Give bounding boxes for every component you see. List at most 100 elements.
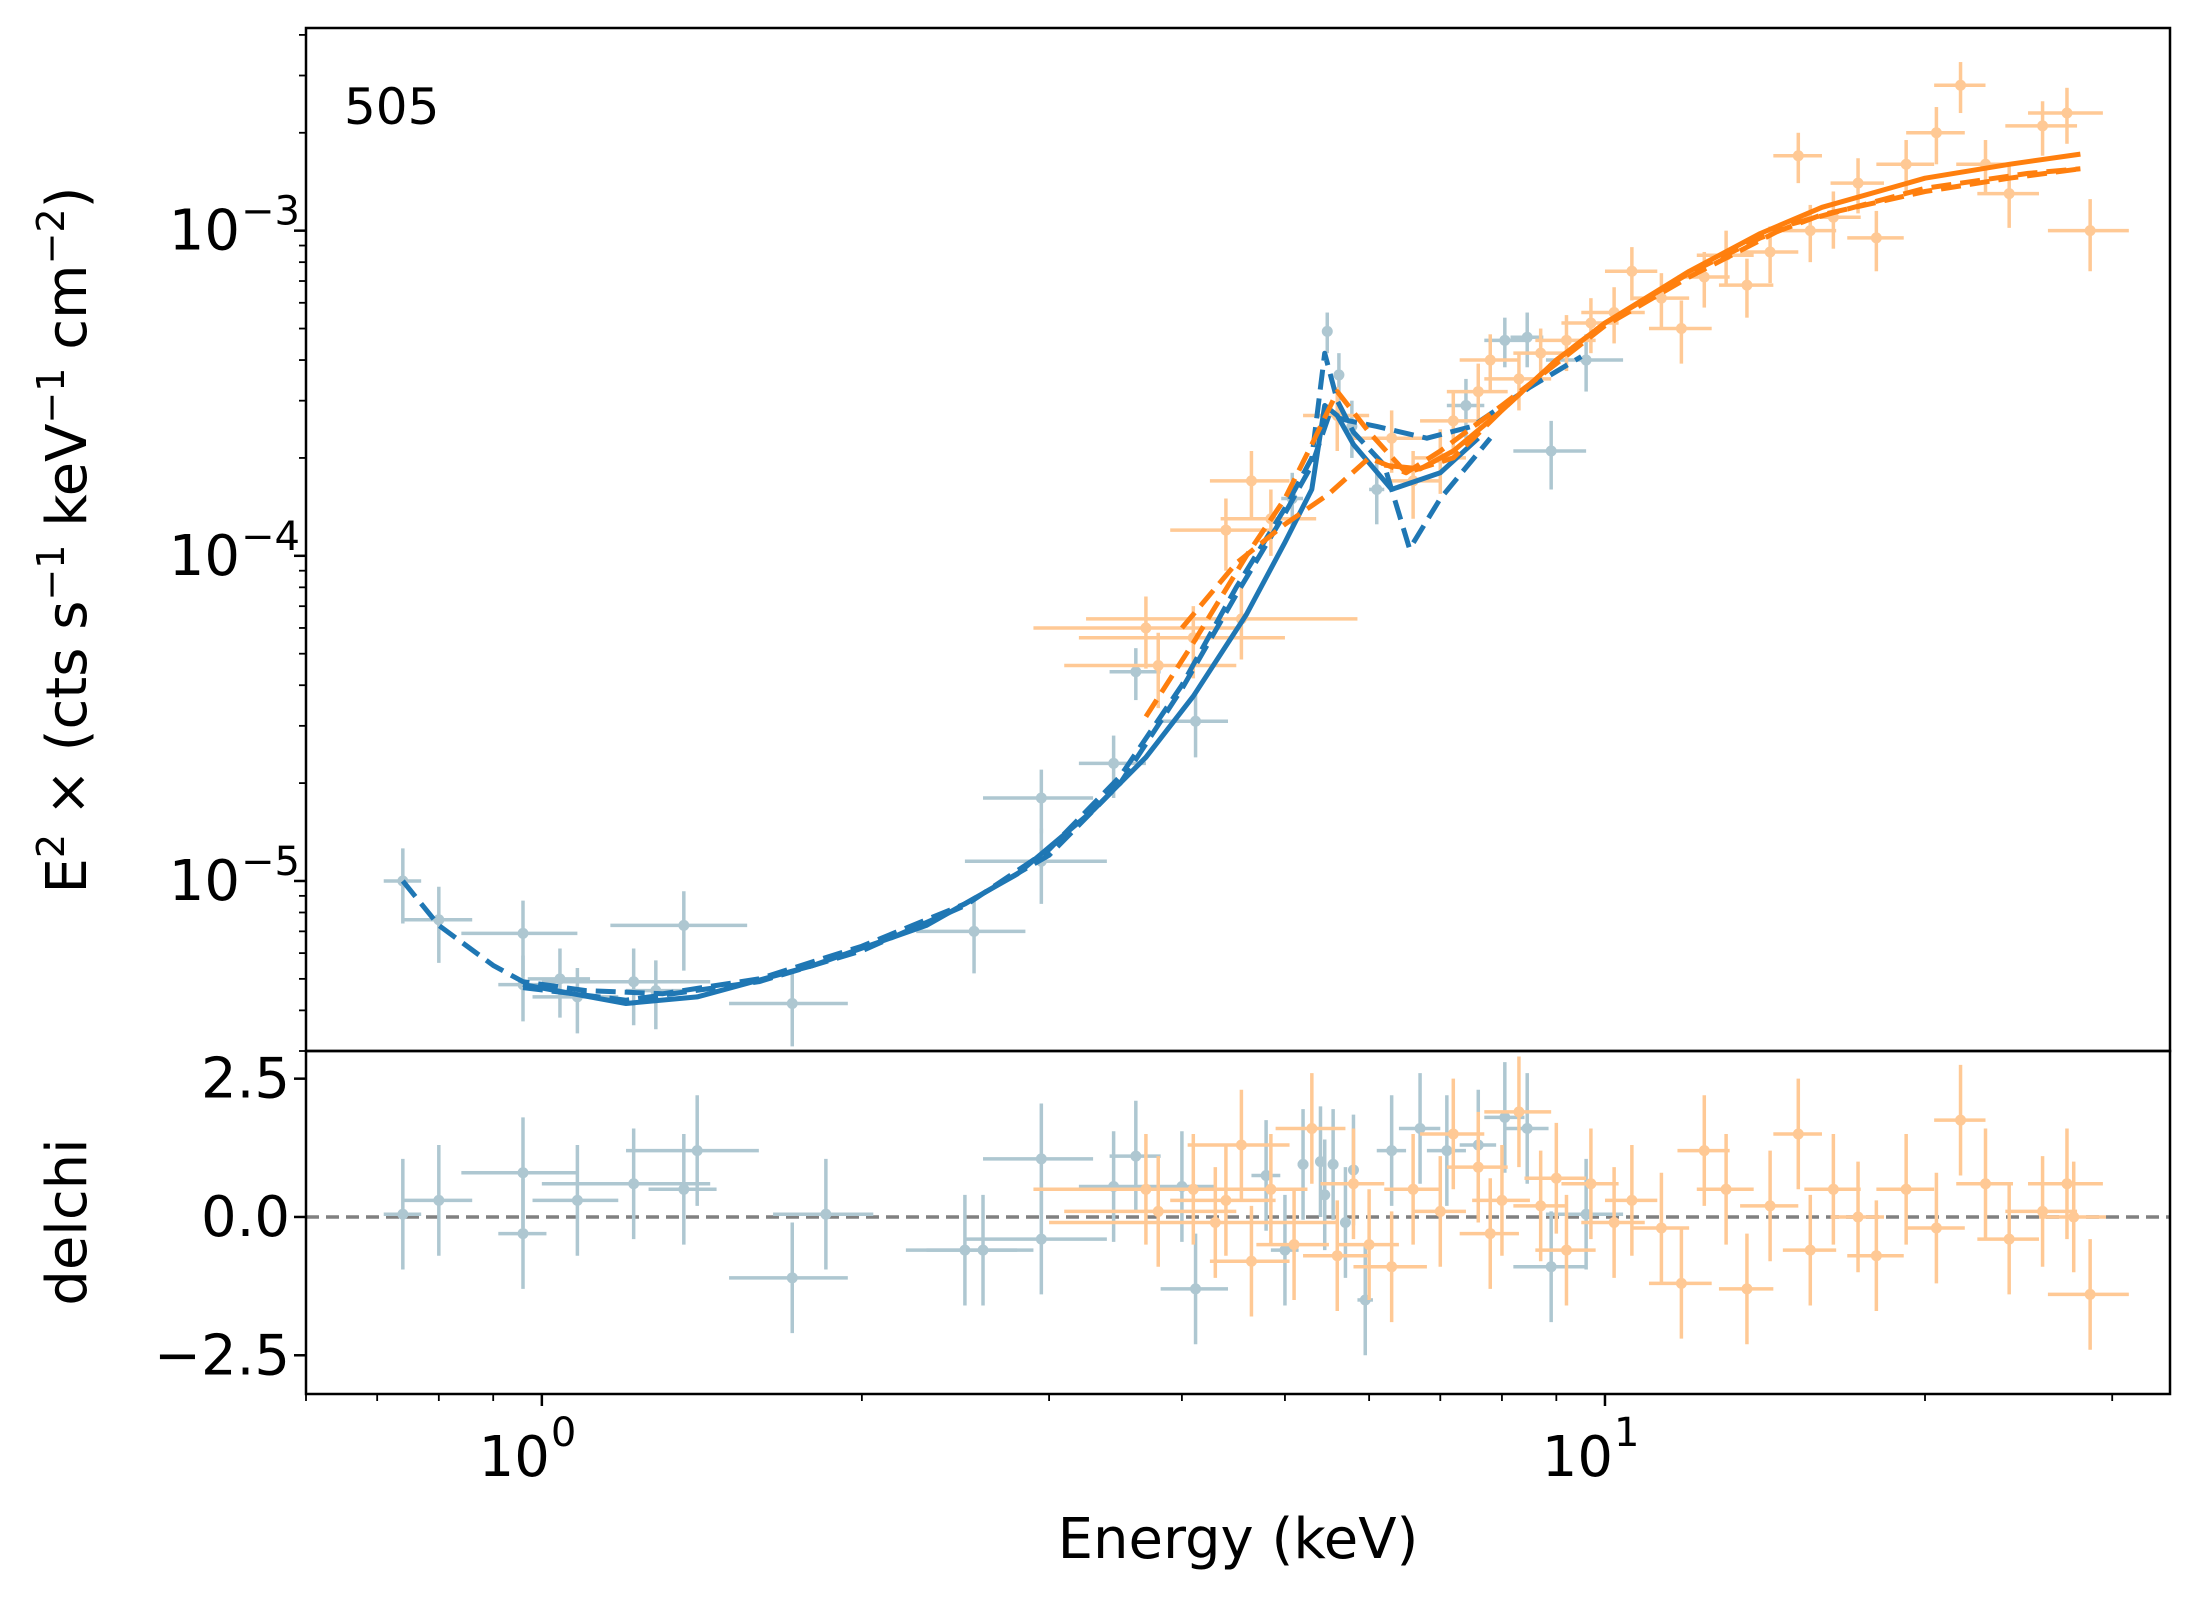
spectrum-y-label-part: −1: [29, 368, 73, 424]
residual-data-orange-point: [1275, 1073, 1346, 1184]
residual-data-orange-marker: [1386, 1261, 1398, 1273]
residual-y-tick-label: −2.5: [154, 1323, 290, 1388]
residual-data-orange-marker: [1792, 1128, 1804, 1140]
residual-data-orange-marker: [1447, 1128, 1459, 1140]
spectrum-data-blue-point: [1513, 420, 1587, 490]
residual-data-orange-point: [1876, 1133, 1935, 1245]
residual-data-orange-point: [1209, 1205, 1290, 1317]
spectrum-data-orange-point: [2047, 199, 2129, 272]
spectrum-data-orange-point: [1604, 247, 1658, 301]
residual-data-blue-point: [926, 1194, 1034, 1306]
residual-data-orange-marker: [1513, 1106, 1525, 1118]
residual-data-blue-point: [1398, 1073, 1441, 1184]
residual-data-orange-marker: [1363, 1239, 1375, 1251]
orange-model-curve: [1384, 151, 2081, 472]
spectrum-data-blue-point: [610, 891, 748, 971]
residual-data-orange-marker: [1827, 1183, 1839, 1195]
spectrum-y-label-part: −1: [29, 545, 73, 601]
residual-data-orange-marker: [2068, 1211, 2080, 1223]
residual-data-blue-point: [383, 1158, 422, 1270]
spectrum-data-orange-marker: [1655, 292, 1667, 304]
residual-data-orange-point: [1170, 1145, 1276, 1256]
spectrum-y-label-part: E: [35, 858, 100, 893]
residual-data-blue-marker: [1441, 1145, 1453, 1157]
spectrum-data-orange-point: [1446, 363, 1508, 427]
spectrum-data-orange-point: [1906, 107, 1965, 165]
residual-data-orange-marker: [1764, 1200, 1776, 1212]
spectrum-data-orange-marker: [1447, 415, 1459, 427]
residual-data-blue-marker: [1327, 1158, 1339, 1170]
residual-data-blue-marker: [1297, 1158, 1309, 1170]
residual-data-orange-marker: [1331, 1250, 1343, 1262]
spectrum-y-tick-exponent: −4: [241, 514, 300, 560]
spectrum-data-orange-marker: [1698, 271, 1710, 283]
spectrum-data-orange-marker: [2003, 188, 2015, 200]
spectrum-data-blue-marker: [1035, 792, 1047, 804]
spectrum-y-tick-label: 10: [169, 199, 240, 264]
residual-data-blue-marker: [1521, 1122, 1533, 1134]
residual-data-orange-marker: [1209, 1217, 1221, 1228]
spectrum-data-blue-marker: [1545, 445, 1557, 457]
residual-data-orange-point: [1934, 1064, 1986, 1176]
spectrum-data-orange-marker: [1764, 246, 1776, 258]
residual-data-orange-marker: [2061, 1178, 2073, 1190]
residual-data-orange-marker: [1245, 1255, 1257, 1267]
residual-data-orange-marker: [1152, 1205, 1164, 1217]
spectrum-data-orange-point: [1773, 132, 1822, 184]
residual-data-orange-point: [1804, 1133, 1861, 1245]
spectrum-data-orange-point: [1353, 410, 1427, 473]
residual-data-orange-marker: [2084, 1288, 2096, 1300]
spectrum-data-orange-marker: [1535, 347, 1547, 359]
residual-data-blue-point: [1319, 1139, 1331, 1251]
spectrum-data-orange-marker: [1152, 659, 1164, 671]
residual-y-tick-label: 0.0: [201, 1185, 290, 1250]
residual-data-orange-marker: [1288, 1239, 1300, 1251]
residual-data-orange-marker: [1560, 1244, 1572, 1256]
residual-data-orange-point: [1064, 1156, 1237, 1267]
residual-data-blue-marker: [1130, 1150, 1142, 1162]
residual-data-orange-point: [1337, 1189, 1399, 1300]
residual-data-orange-marker: [1347, 1178, 1359, 1190]
orange-model-curve: [1143, 166, 2081, 719]
spectrum-data-blue-marker: [1460, 399, 1472, 411]
residual-data-orange-marker: [1655, 1222, 1667, 1234]
spectrum-data-blue-marker: [1130, 666, 1142, 678]
spectrum-y-label-part: −2: [29, 208, 73, 264]
spectrum-data-blue-point: [402, 886, 473, 963]
residual-data-orange-point: [1581, 1167, 1645, 1278]
residual-data-orange-point: [1740, 1150, 1799, 1262]
residual-data-blue-marker: [1580, 1208, 1592, 1220]
spectrum-data-orange-point: [1934, 62, 1986, 114]
residual-data-blue-marker: [517, 1167, 529, 1179]
residual-data-blue-marker: [1339, 1217, 1351, 1228]
residual-data-blue-point: [1426, 1095, 1466, 1206]
spectrum-data-orange-marker: [1245, 475, 1257, 487]
residual-data-orange-point: [1718, 1233, 1774, 1345]
spectrum-data-blue-point: [541, 948, 711, 1026]
spectrum-data-orange-marker: [1560, 334, 1572, 346]
residual-data-blue-point: [1251, 1120, 1281, 1231]
residual-data-orange-point: [1353, 1211, 1427, 1323]
residual-data-orange-marker: [1804, 1244, 1816, 1256]
residual-data-orange-marker: [1852, 1211, 1864, 1223]
spectrum-data-orange-marker: [1386, 432, 1398, 444]
residual-data-blue-marker: [1545, 1261, 1557, 1273]
spectrum-data-orange-point: [1209, 451, 1290, 519]
residual-data-orange-point: [1561, 1128, 1619, 1240]
spectrum-data-orange-marker: [1140, 622, 1152, 634]
residual-y-tick-label: 2.5: [201, 1047, 290, 1112]
residual-data-blue-marker: [1414, 1122, 1426, 1134]
residual-data-orange-marker: [1870, 1250, 1882, 1262]
residual-data-orange-marker: [1980, 1178, 1992, 1190]
residual-data-blue-point: [1376, 1095, 1407, 1206]
residual-data-blue-point: [402, 1145, 473, 1256]
residual-data-orange-point: [1303, 1200, 1370, 1312]
spectrum-data-blue-marker: [1371, 483, 1383, 495]
residual-data-blue-point: [1160, 1233, 1229, 1345]
residual-data-orange-marker: [1900, 1183, 1912, 1195]
spectrum-y-label-part: keV: [35, 424, 100, 545]
residual-data-orange-point: [2005, 1156, 2078, 1267]
residual-data-blue-marker: [1279, 1244, 1291, 1256]
residual-data-blue-marker: [1035, 1233, 1047, 1245]
residual-data-orange-point: [1773, 1078, 1822, 1190]
